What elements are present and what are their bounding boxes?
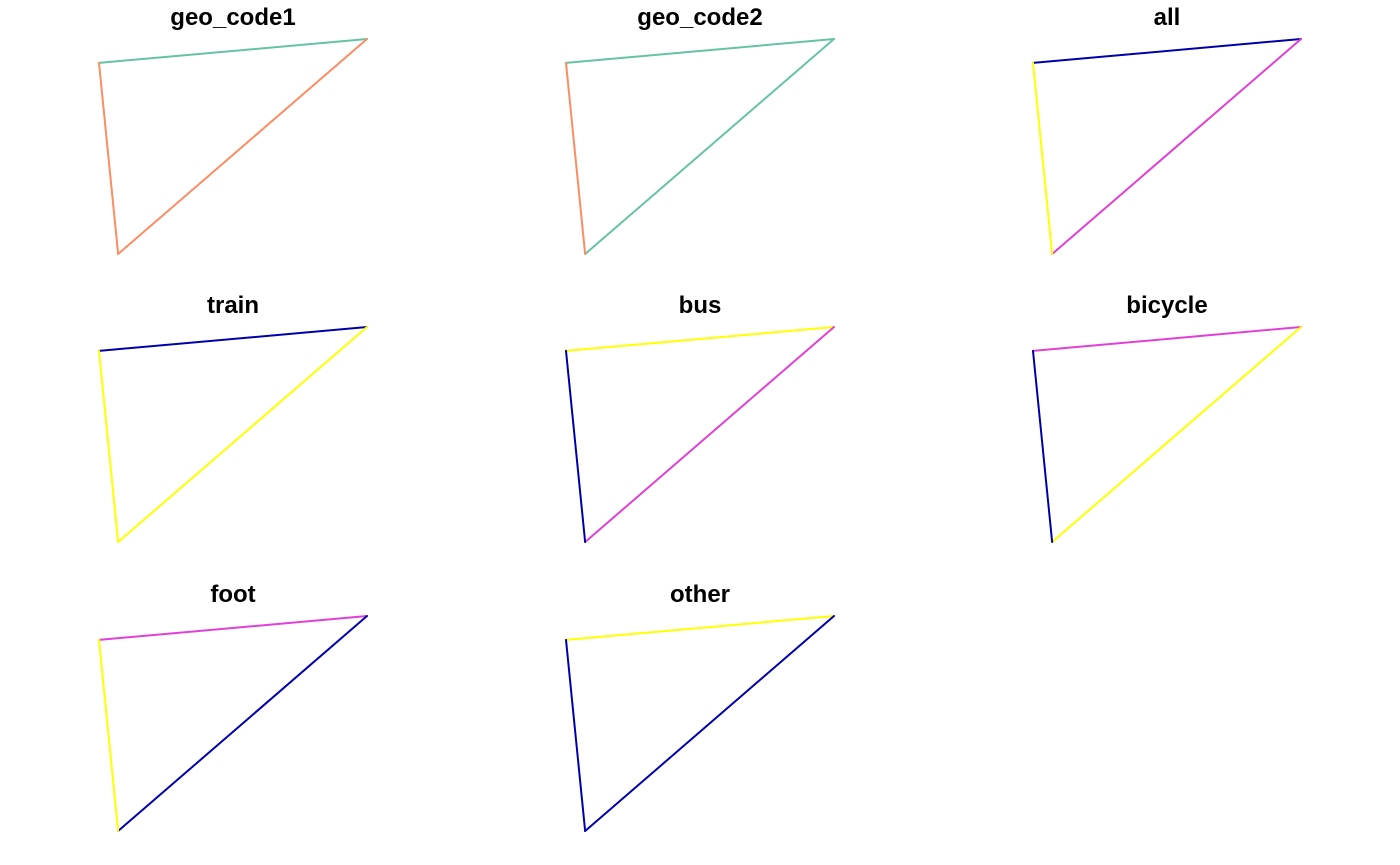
- panel-bus: bus: [565, 292, 835, 543]
- route-line-ac: [1032, 349, 1054, 543]
- route-line-ac: [1032, 61, 1054, 255]
- panel-all: all: [1032, 4, 1302, 255]
- panel-title: geo_code1: [170, 4, 295, 31]
- route-line-ab: [1032, 326, 1302, 352]
- route-line-ab: [565, 615, 835, 641]
- panel-geo-code1: geo_code1: [98, 4, 368, 255]
- route-line-ac: [565, 61, 587, 255]
- route-line-bc: [1051, 326, 1302, 543]
- route-line-ac: [565, 349, 587, 543]
- panel-foot: foot: [98, 581, 368, 832]
- route-line-bc: [117, 326, 368, 543]
- route-line-ac: [98, 638, 120, 832]
- route-line-ab: [98, 326, 368, 352]
- route-line-ac: [98, 349, 120, 543]
- panel-bicycle: bicycle: [1032, 292, 1302, 543]
- panel-title: bus: [679, 292, 722, 319]
- panel-title: other: [670, 581, 730, 608]
- route-line-bc: [117, 615, 368, 832]
- route-line-ab: [98, 615, 368, 641]
- panel-title: bicycle: [1126, 292, 1207, 319]
- route-line-ab: [565, 326, 835, 352]
- panel-other: other: [565, 581, 835, 832]
- route-line-ac: [98, 61, 120, 255]
- route-line-ab: [1032, 38, 1302, 64]
- panel-title: geo_code2: [637, 4, 762, 31]
- panel-title: foot: [210, 581, 255, 608]
- route-line-ac: [565, 638, 587, 832]
- route-line-bc: [584, 38, 835, 255]
- route-line-bc: [1051, 38, 1302, 255]
- panel-title: all: [1154, 4, 1181, 31]
- route-line-ab: [565, 38, 835, 64]
- panel-train: train: [98, 292, 368, 543]
- route-line-bc: [117, 38, 368, 255]
- panel-title: train: [207, 292, 259, 319]
- route-line-ab: [98, 38, 368, 64]
- panel-geo-code2: geo_code2: [565, 4, 835, 255]
- route-line-bc: [584, 326, 835, 543]
- route-line-bc: [584, 615, 835, 832]
